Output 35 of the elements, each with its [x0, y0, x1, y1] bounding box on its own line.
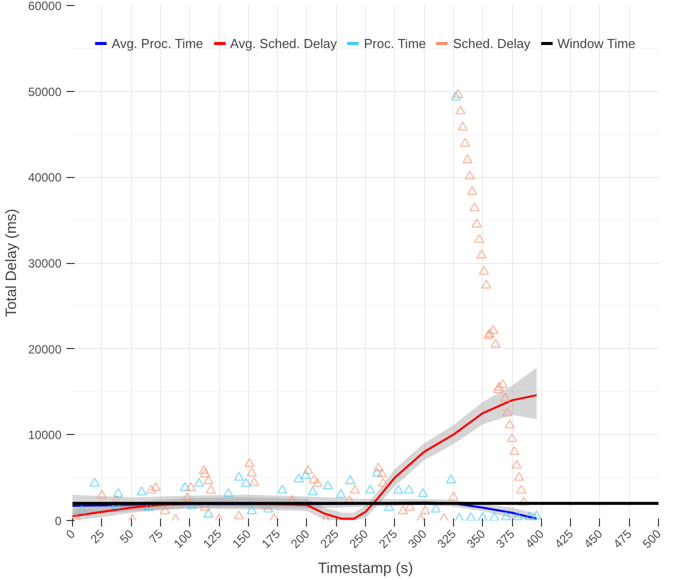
y-tick-label: 0 — [54, 514, 62, 528]
x-tick-label: 350 — [464, 526, 488, 551]
x-tick-label: 400 — [522, 526, 547, 551]
x-tick-label: 300 — [405, 526, 430, 551]
legend-label: Sched. Delay — [453, 36, 530, 50]
y-tick-label: 60000 — [28, 0, 62, 13]
y-tick-label: 10000 — [28, 428, 62, 442]
y-tick-label: 50000 — [28, 84, 62, 99]
x-tick-label: 250 — [346, 526, 372, 551]
legend-label: Avg. Sched. Delay — [230, 36, 337, 50]
legend-label: Proc. Time — [364, 36, 426, 50]
x-tick-label: 50 — [117, 526, 137, 546]
x-tick-label: 0 — [63, 526, 78, 542]
x-tick-label: 325 — [434, 526, 459, 551]
x-tick-label: 100 — [170, 526, 196, 551]
x-tick-label: 175 — [258, 526, 284, 551]
x-tick-label: 500 — [640, 526, 664, 551]
x-tick-label: 200 — [288, 526, 312, 551]
y-tick-label: 20000 — [28, 342, 62, 356]
x-tick-label: 425 — [552, 526, 576, 551]
legend-label: Window Time — [557, 36, 636, 50]
x-tick-label: 475 — [610, 526, 635, 551]
x-tick-label: 75 — [146, 526, 166, 546]
x-tick-label: 375 — [493, 526, 518, 551]
x-tick-label: 225 — [317, 526, 342, 551]
x-tick-label: 125 — [200, 526, 225, 551]
y-axis-title: Total Delay (ms) — [3, 208, 20, 318]
x-tick-label: 450 — [581, 526, 606, 551]
x-axis-title: Timestamp (s) — [318, 560, 414, 578]
y-tick-label: 30000 — [28, 256, 62, 270]
x-tick-label: 275 — [376, 526, 400, 551]
x-tick-label: 25 — [88, 526, 108, 546]
x-tick-label: 150 — [230, 526, 254, 551]
y-tick-label: 40000 — [28, 170, 62, 185]
legend-label: Avg. Proc. Time — [112, 36, 204, 50]
